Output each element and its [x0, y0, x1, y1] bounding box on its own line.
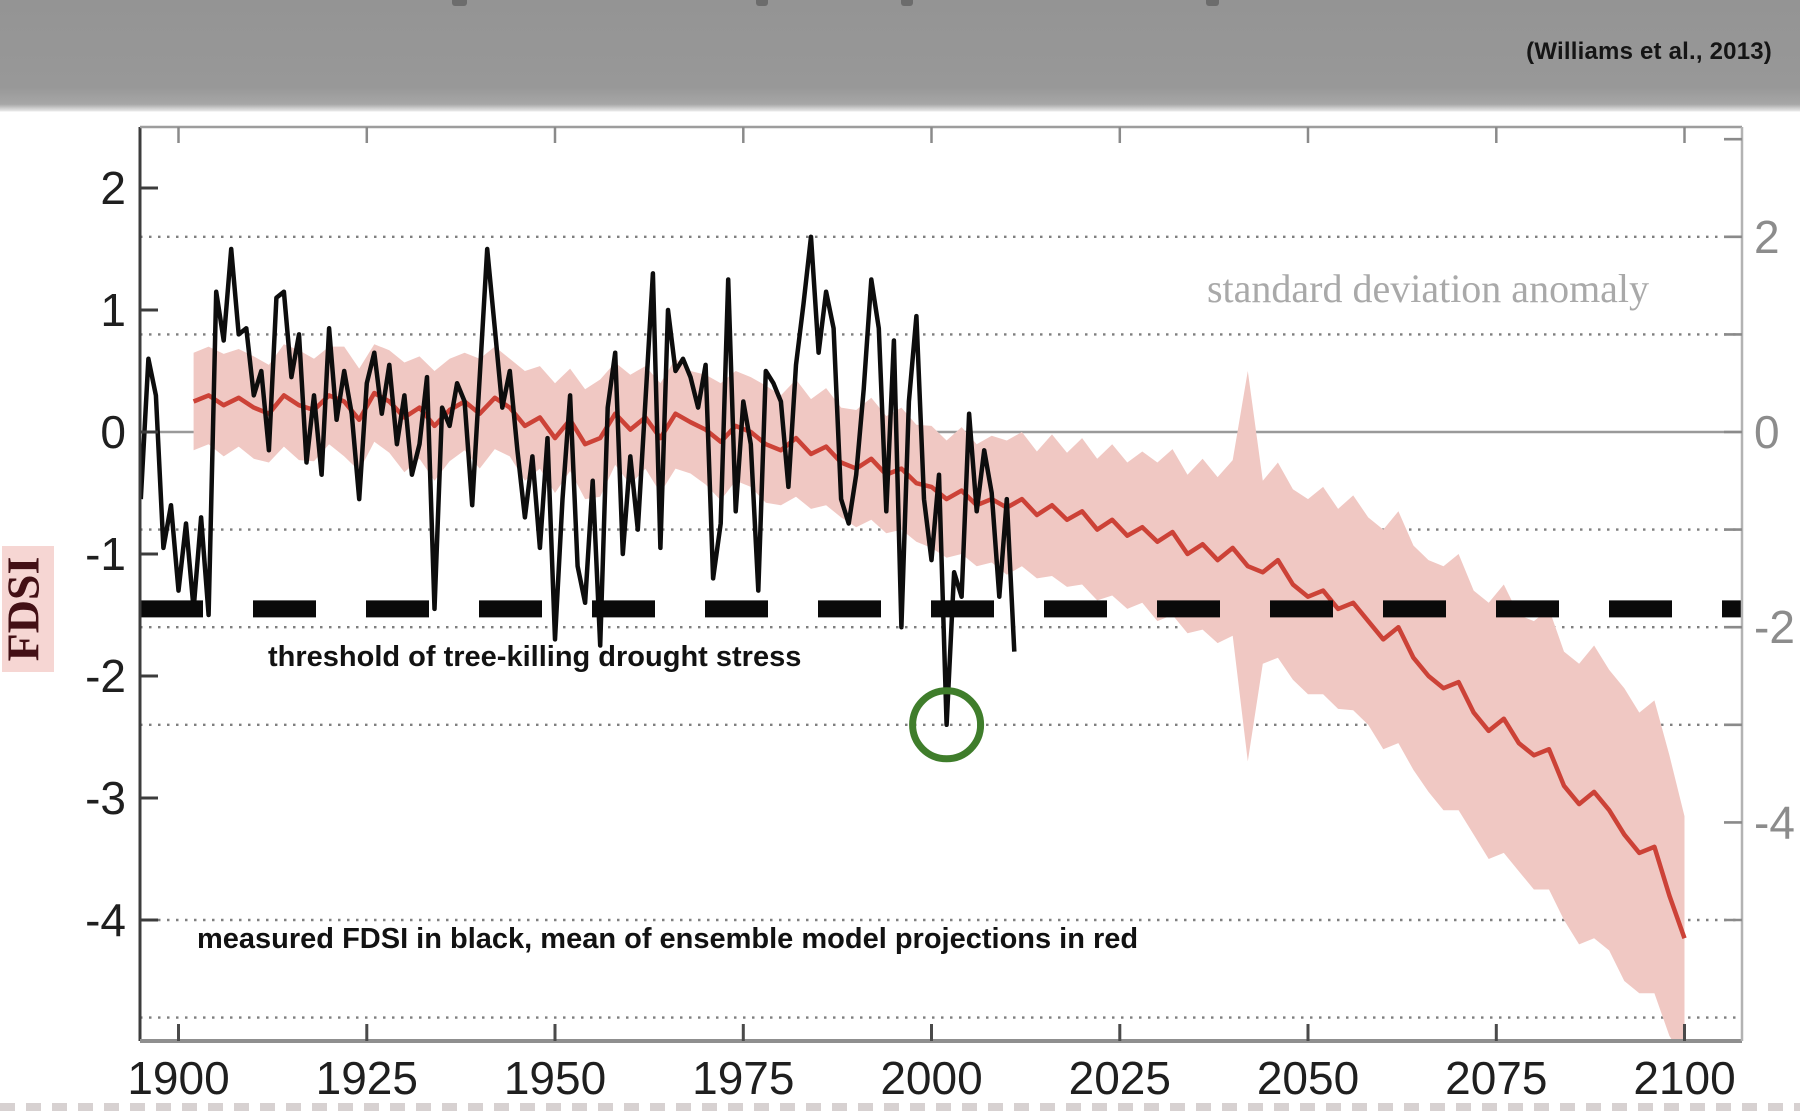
highlight-circle-group	[909, 687, 985, 763]
threshold-label: threshold of tree-killing drought stress	[268, 641, 801, 673]
highlight-circle	[909, 687, 985, 763]
left-axis-tick-label: 0	[100, 406, 126, 458]
left-axis-tick-label: 1	[100, 284, 126, 336]
x-axis-tick-label: 1925	[316, 1052, 418, 1104]
axis-ticks-labels-group: 2 1 0 -1 -2 -3 -4 2 0 -2 -4 1900 1925 1950 1975 2000 202…	[85, 127, 1795, 1104]
right-axis-tick-label: -4	[1754, 796, 1795, 848]
x-axis-tick-label: 2025	[1069, 1052, 1171, 1104]
x-axis-tick-label: 1950	[504, 1052, 606, 1104]
x-axis-tick-label: 2075	[1445, 1052, 1547, 1104]
title-banner: (Williams et al., 2013)	[0, 0, 1800, 112]
right-axis-tick-label: 0	[1754, 406, 1780, 458]
left-axis-tick-label: -4	[85, 894, 126, 946]
fdsi-label-highlight	[2, 546, 54, 672]
plot-border-group	[138, 125, 1744, 1043]
left-axis-tick-label: 2	[100, 162, 126, 214]
cropped-title-fragment	[901, 0, 913, 6]
right-axis-tick-label: -2	[1754, 601, 1795, 653]
projection-band-group	[193, 344, 1685, 1041]
x-axis-tick-label: 2000	[880, 1052, 982, 1104]
measured-line-group	[140, 234, 1017, 728]
right-axis-title: standard deviation anomaly	[1207, 266, 1649, 311]
left-axis-title: FDSI	[0, 557, 49, 662]
left-axis-tick-label: -2	[85, 650, 126, 702]
x-axis-tick-label: 2050	[1257, 1052, 1359, 1104]
x-axis-tick-label: 2100	[1633, 1052, 1735, 1104]
projection-band	[193, 344, 1685, 1041]
left-axis-tick-label: -3	[85, 772, 126, 824]
x-axis-tick-label: 1975	[692, 1052, 794, 1104]
left-axis-tick-label: -1	[85, 528, 126, 580]
citation-text: (Williams et al., 2013)	[1526, 38, 1772, 65]
x-axis-tick-label: 1900	[127, 1052, 229, 1104]
cropped-title-fragment	[756, 0, 768, 6]
cropped-title-fragment	[452, 0, 467, 6]
right-axis-tick-label: 2	[1754, 211, 1780, 263]
measured-line	[140, 234, 1017, 728]
series-legend-note: measured FDSI in black, mean of ensemble…	[197, 923, 1138, 955]
cropped-title-fragment	[1206, 0, 1219, 6]
